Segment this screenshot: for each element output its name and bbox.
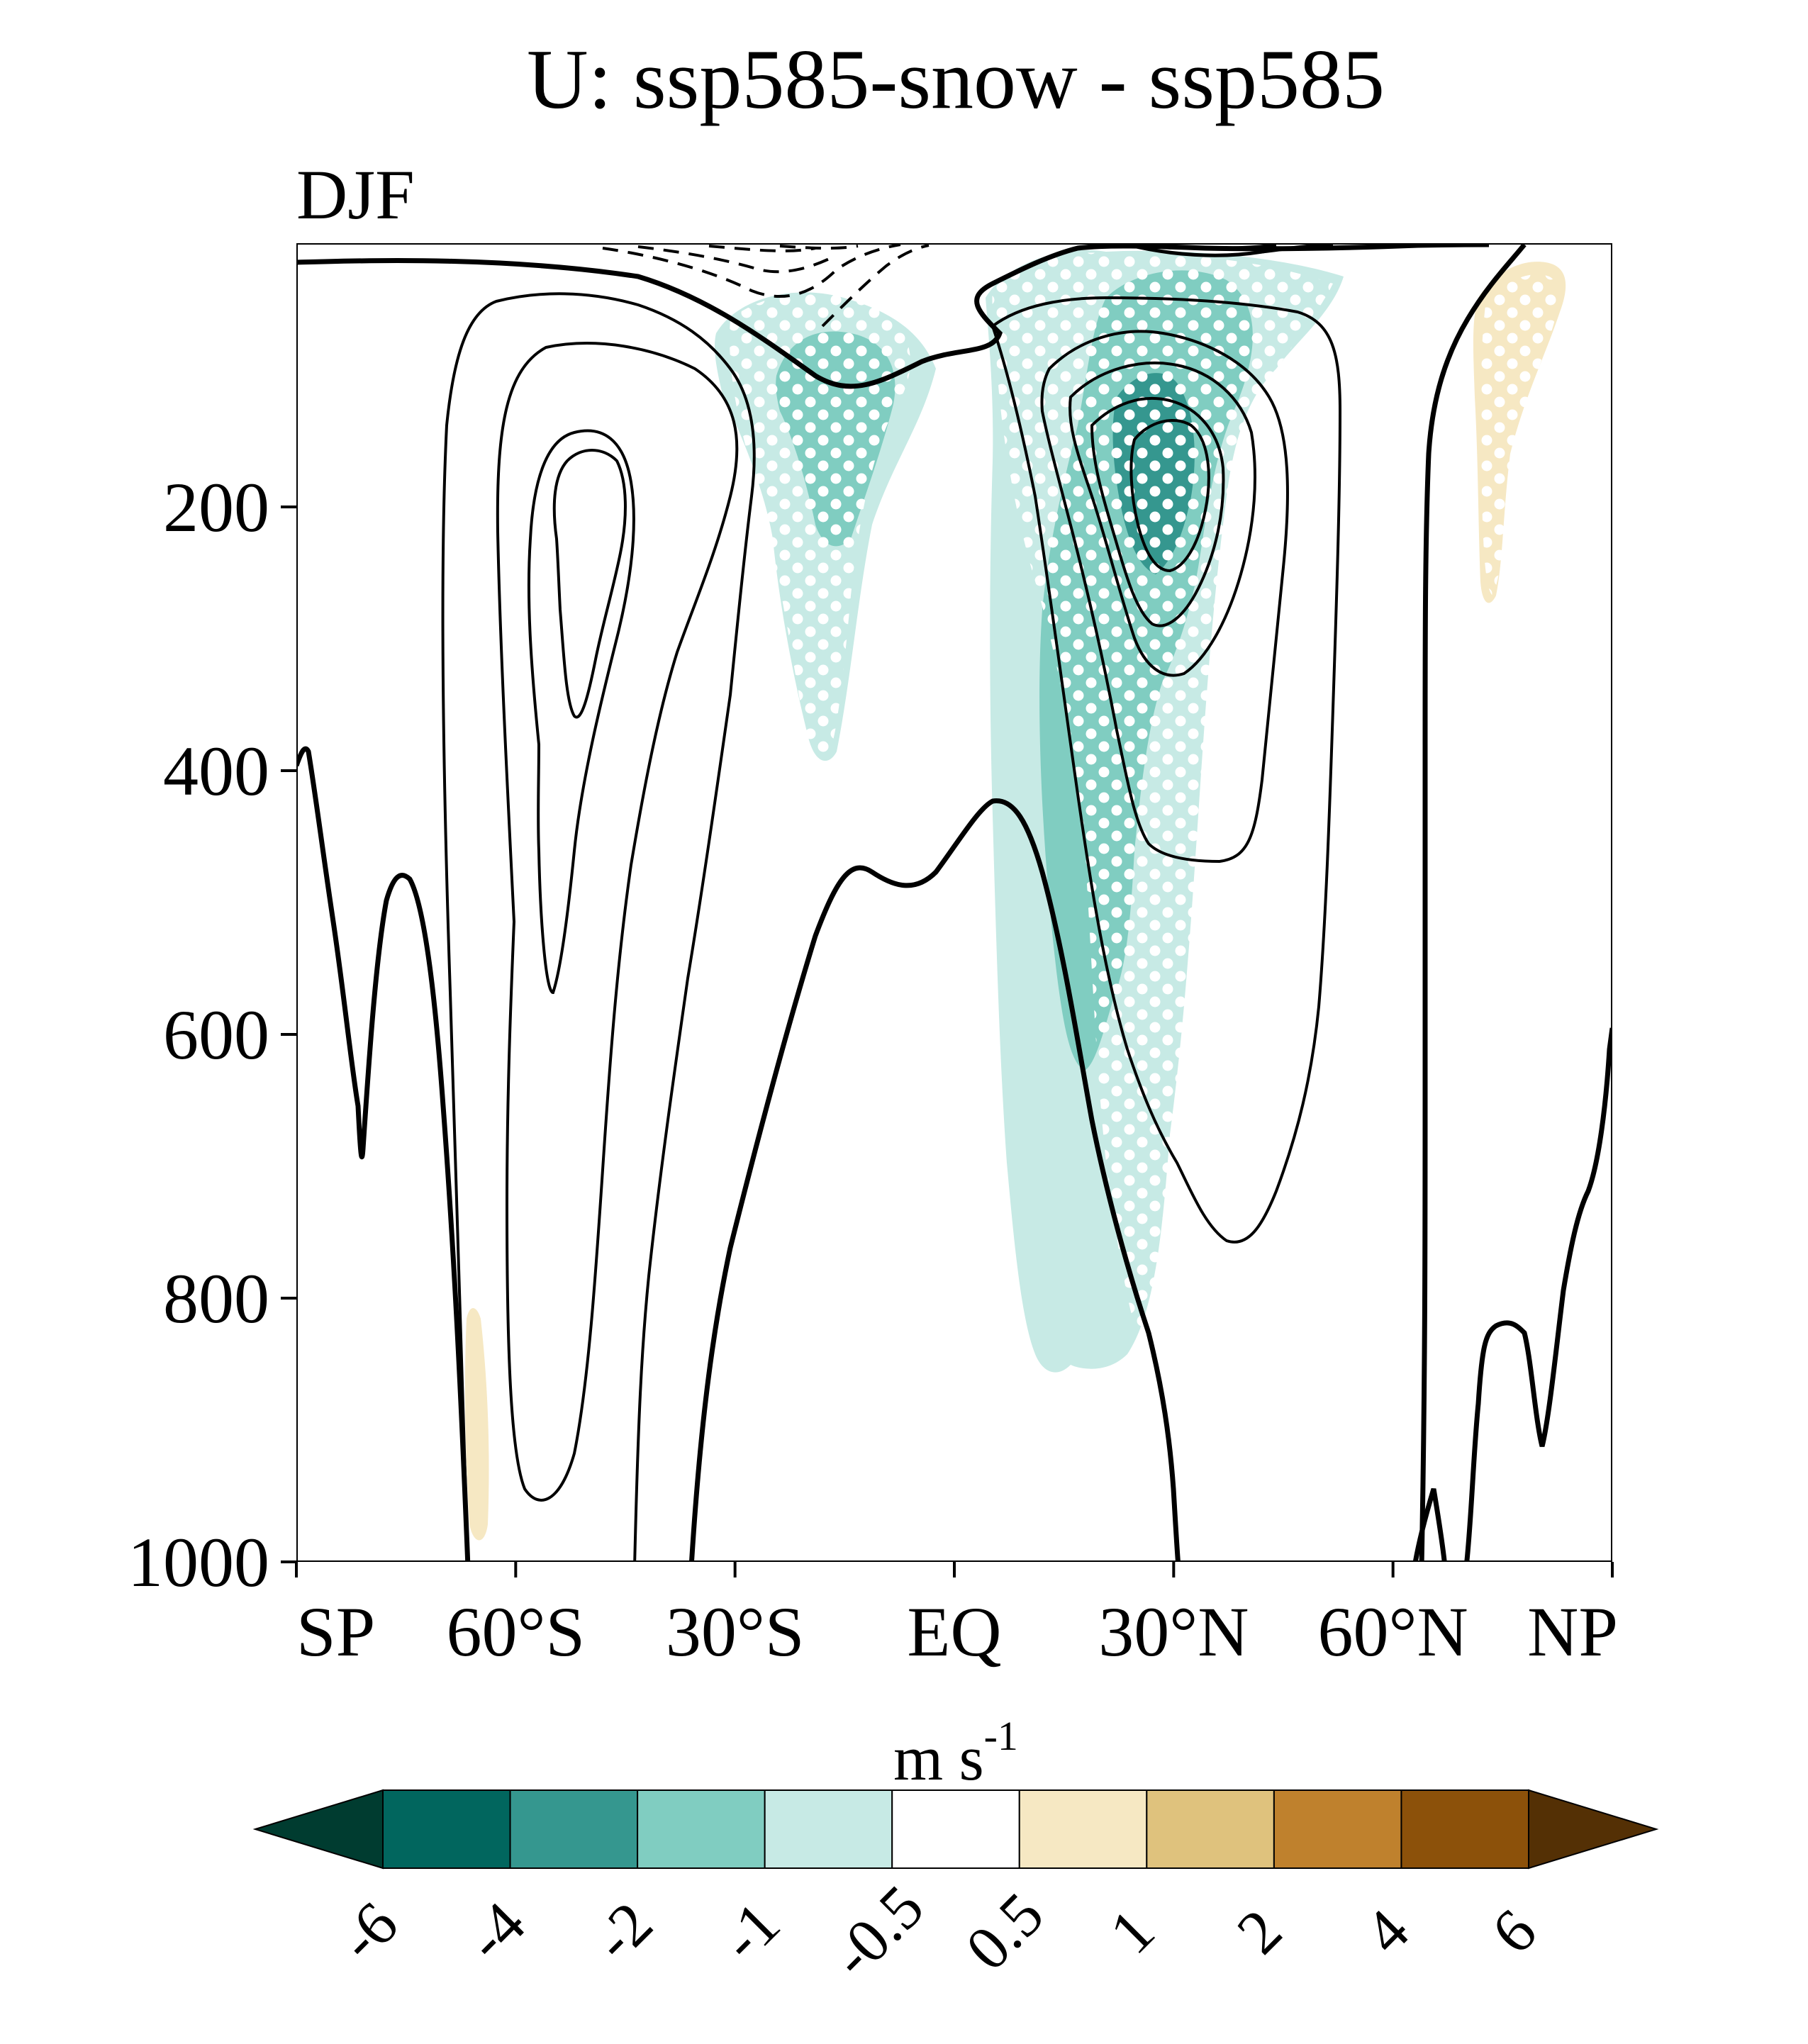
contour-nh-outer	[991, 296, 1342, 1244]
colorbar-tick-label: -2	[581, 1889, 666, 1975]
contour-nh-2	[1040, 330, 1289, 864]
contour-sh-outer	[441, 292, 756, 1562]
y-tick-label: 1000	[128, 1523, 269, 1602]
contour-neg-5	[821, 244, 930, 328]
zero-contour-tropics	[688, 798, 1181, 1562]
zero-contour-np-small	[1412, 1487, 1447, 1562]
colorbar-units-base: m s	[893, 1724, 984, 1794]
contour-sh-mid	[496, 342, 739, 1502]
y-tick-label: 400	[163, 732, 269, 810]
colorbar-box	[509, 1789, 639, 1869]
y-axis: 200 400 600 800 1000	[128, 468, 296, 1602]
stipple-sh	[730, 292, 910, 756]
colorbar-units: m s-1	[893, 1713, 1018, 1794]
colorbar-box	[1018, 1789, 1148, 1869]
contour-neg-nh-2	[1148, 243, 1277, 250]
x-tick-label: 60°S	[447, 1592, 586, 1671]
colorbar-box	[1400, 1789, 1530, 1869]
contour-neg-2	[637, 245, 837, 274]
contour-neg-3	[708, 245, 816, 252]
plot-background	[296, 243, 1612, 1562]
colorbar-box	[1273, 1789, 1402, 1869]
climatology-contours	[296, 243, 1612, 1562]
colorbar-tick-label: -6	[326, 1889, 411, 1975]
colorbar-tick-label: 6	[1479, 1897, 1550, 1967]
colorbar-tick-label: -1	[708, 1889, 793, 1975]
colorbar-tick-label: -0.5	[819, 1872, 937, 1991]
x-tick-label: 30°S	[666, 1592, 805, 1671]
zero-contour-sp	[296, 746, 471, 1562]
plot-area	[296, 243, 1612, 1562]
y-tick-label: 800	[163, 1259, 269, 1338]
colorbar-box	[382, 1789, 511, 1869]
colorbar-extend-low	[252, 1789, 384, 1870]
chart-title: U: ssp585-snow - ssp585	[527, 32, 1385, 126]
x-tick-label: NP	[1527, 1592, 1618, 1671]
colorbar-tick-label: 2	[1224, 1897, 1295, 1967]
season-label: DJF	[296, 155, 415, 234]
contour-nh-core	[1129, 418, 1210, 573]
contour-neg-1	[602, 243, 901, 298]
colorbar-extend-high	[1528, 1789, 1659, 1870]
colorbar-box	[1146, 1789, 1275, 1869]
contour-neg-nh	[1127, 243, 1334, 257]
contour-nh-3	[1068, 362, 1256, 677]
colorbar-units-exponent: -1	[984, 1713, 1018, 1759]
y-tick-label: 200	[163, 468, 269, 547]
contour-sh-inner	[527, 429, 635, 995]
colorbar-tick-label: -4	[453, 1889, 538, 1975]
colorbar-box	[764, 1789, 893, 1869]
colorbar-tick-label: 0.5	[953, 1880, 1056, 1984]
colorbar-box	[891, 1789, 1020, 1869]
colorbar-box	[637, 1789, 766, 1869]
colorbar: -6 -4 -2 -1 -0.5 0.5 1 2 4 6	[252, 1789, 1659, 1991]
x-tick-label: EQ	[907, 1592, 1001, 1671]
stipple-tropical	[992, 252, 1333, 1353]
stippling	[730, 252, 1558, 1353]
x-tick-label: SP	[296, 1592, 375, 1671]
contour-nh-4	[1090, 397, 1225, 627]
zero-contour-np-low	[1464, 1027, 1612, 1562]
shade-antarctic-positive	[464, 1308, 489, 1541]
contour-sh-core	[552, 449, 627, 719]
stipple-arctic	[1480, 274, 1558, 596]
x-tick-label: 60°N	[1318, 1592, 1468, 1671]
x-tick-label: 30°N	[1098, 1592, 1249, 1671]
y-tick-label: 600	[163, 995, 269, 1074]
x-axis: SP 60°S 30°S EQ 30°N 60°N NP	[295, 1562, 1618, 1671]
colorbar-tick-label: 4	[1351, 1897, 1422, 1967]
colorbar-tick-label: 1	[1097, 1897, 1168, 1967]
contour-neg-4	[779, 245, 859, 250]
zero-contour-np	[1419, 243, 1527, 1562]
